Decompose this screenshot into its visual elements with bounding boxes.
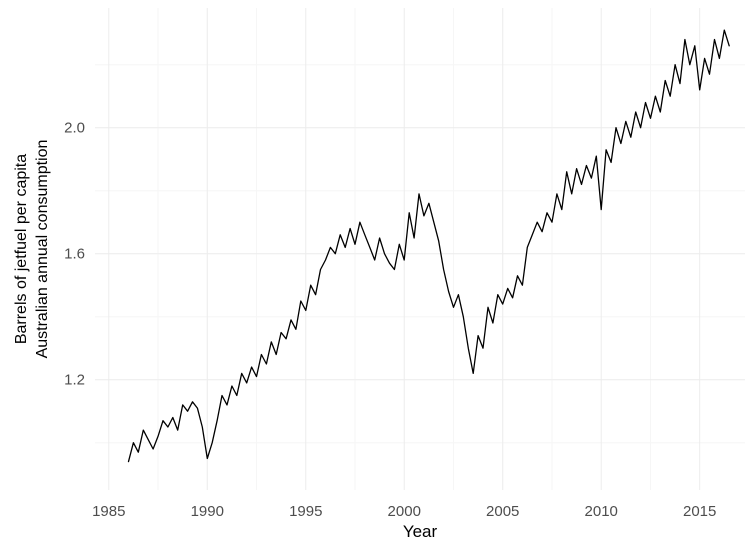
- x-tick-label: 1990: [191, 503, 224, 520]
- y-axis-title-line1: Barrels of jetfuel per capita: [13, 153, 30, 345]
- y-axis-title: Barrels of jetfuel per capita Australian…: [11, 8, 55, 490]
- y-tick-label: 1.6: [64, 246, 85, 263]
- x-tick-label: 2000: [388, 503, 421, 520]
- y-tick-label: 1.2: [64, 372, 85, 389]
- x-tick-label: 2015: [683, 503, 716, 520]
- x-axis-title: Year: [402, 522, 438, 541]
- jetfuel-consumption-line: [127, 29, 730, 463]
- x-tick-label: 2010: [585, 503, 618, 520]
- y-tick-label: 2.0: [64, 120, 85, 137]
- y-axis-title-line2: Australian annual consumption: [34, 139, 51, 359]
- x-tick-label: 1985: [92, 503, 125, 520]
- x-tick-label: 1995: [289, 503, 322, 520]
- x-tick-label: 2005: [486, 503, 519, 520]
